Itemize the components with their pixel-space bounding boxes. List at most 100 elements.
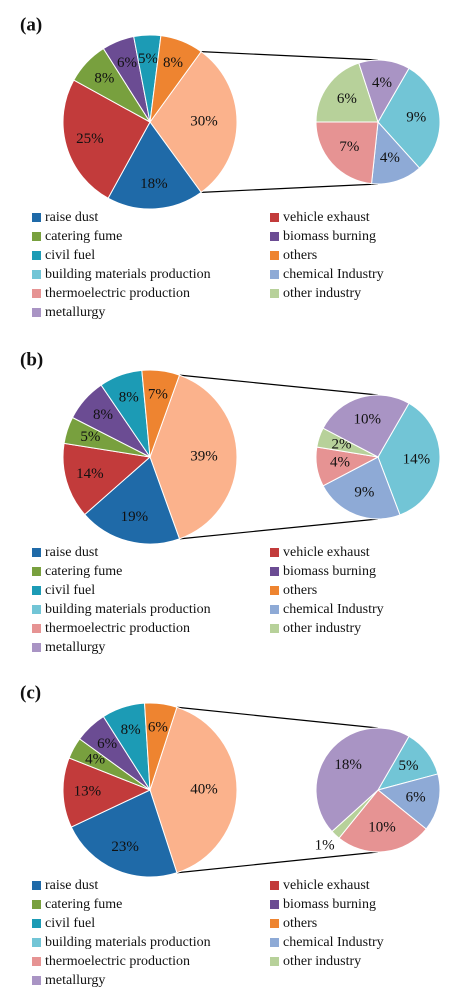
slice-label: 6% [97, 736, 117, 752]
legend-label: civil fuel [45, 583, 95, 598]
pie-slice [107, 121, 202, 210]
slice-label: 6% [406, 789, 426, 805]
pie-slice [141, 369, 181, 458]
legend-swatch [32, 213, 41, 222]
legend-swatch [32, 881, 41, 890]
connector [179, 374, 379, 396]
slice-label: 6% [148, 719, 168, 735]
legend-label: other industry [283, 286, 361, 301]
pie-slice [338, 789, 427, 853]
legend-swatch [32, 605, 41, 614]
legend-swatch [32, 270, 41, 279]
legend-swatch [270, 900, 279, 909]
legend-label: biomass burning [283, 229, 376, 244]
legend-label: thermoelectric production [45, 286, 190, 301]
slice-label: 4% [372, 75, 392, 91]
slice-label: 14% [403, 452, 431, 468]
legend-label: other industry [283, 954, 361, 969]
slice-label: 18% [334, 757, 362, 773]
panel-label: (b) [20, 349, 43, 370]
legend-label: civil fuel [45, 248, 95, 263]
legend-label: other industry [283, 621, 361, 636]
pie-slice [322, 394, 410, 458]
connector [201, 51, 379, 61]
legend-label: civil fuel [45, 916, 95, 931]
legend-swatch [270, 938, 279, 947]
legend-swatch [270, 213, 279, 222]
legend-label: vehicle exhaust [283, 878, 370, 893]
legend-label: vehicle exhaust [283, 545, 370, 560]
pie-slice [376, 773, 441, 830]
legend-label: biomass burning [283, 564, 376, 579]
legend-label: chemical Industry [283, 935, 384, 950]
legend-label: thermoelectric production [45, 954, 190, 969]
legend-swatch [32, 938, 41, 947]
legend-swatch [32, 289, 41, 298]
legend-swatch [270, 567, 279, 576]
legend-swatch [32, 251, 41, 260]
legend-label: building materials production [45, 267, 211, 282]
pie-slice [358, 59, 410, 124]
legend-label: metallurgy [45, 640, 105, 655]
slice-label: 6% [337, 91, 357, 107]
slice-label: 10% [368, 820, 396, 836]
slice-label: 5% [80, 429, 100, 445]
slice-label: 7% [339, 139, 359, 155]
legend-label: metallurgy [45, 973, 105, 988]
slice-label: 4% [380, 150, 400, 166]
connector [176, 706, 379, 729]
panel-label: (a) [20, 14, 42, 35]
legend-swatch [270, 957, 279, 966]
slice-label: 1% [315, 838, 335, 854]
panel-label: (c) [20, 682, 41, 703]
slice-label: 8% [163, 55, 183, 71]
pie-slice [315, 727, 410, 833]
pie-slice [377, 67, 441, 169]
pie-slice [322, 456, 401, 520]
slice-label: 23% [111, 839, 139, 855]
legend-swatch [270, 586, 279, 595]
legend-label: metallurgy [45, 305, 105, 320]
legend-swatch [32, 548, 41, 557]
legend-swatch [32, 919, 41, 928]
legend-swatch [270, 881, 279, 890]
slice-label: 8% [119, 390, 139, 406]
pie-slice [144, 702, 178, 791]
legend-swatch [270, 548, 279, 557]
pie-slice [149, 706, 238, 874]
slice-label: 8% [121, 722, 141, 738]
pie-slice [84, 456, 181, 545]
legend-label: catering fume [45, 564, 122, 579]
slice-label: 5% [138, 51, 158, 67]
pie-slice [62, 442, 152, 516]
slice-label: 25% [76, 131, 104, 147]
pie-slice [70, 789, 178, 878]
legend-label: others [283, 248, 317, 263]
legend-label: thermoelectric production [45, 621, 190, 636]
legend-label: raise dust [45, 878, 98, 893]
legend-swatch [270, 251, 279, 260]
slice-label: 8% [93, 407, 113, 423]
legend-swatch [270, 270, 279, 279]
legend-swatch [270, 605, 279, 614]
legend-label: raise dust [45, 210, 98, 225]
legend-swatch [270, 232, 279, 241]
legend-label: raise dust [45, 545, 98, 560]
legend-swatch [270, 919, 279, 928]
legend-label: others [283, 916, 317, 931]
pie-slice [62, 757, 152, 828]
legend-label: catering fume [45, 229, 122, 244]
legend-swatch [32, 232, 41, 241]
legend-label: catering fume [45, 897, 122, 912]
legend-swatch [270, 289, 279, 298]
legend-label: vehicle exhaust [283, 210, 370, 225]
slice-label: 19% [121, 509, 149, 525]
legend-label: building materials production [45, 935, 211, 950]
slice-label: 18% [140, 176, 168, 192]
slice-label: 5% [398, 758, 418, 774]
legend-label: building materials production [45, 602, 211, 617]
legend-swatch [32, 643, 41, 652]
connector [201, 183, 379, 193]
slice-label: 4% [330, 455, 350, 471]
